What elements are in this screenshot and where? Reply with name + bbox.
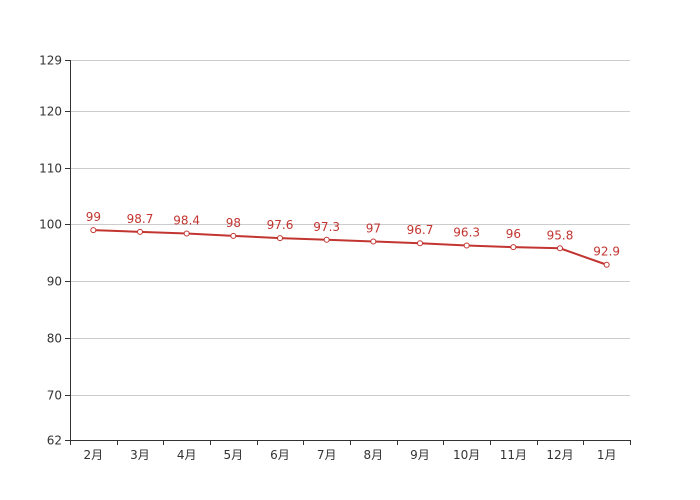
data-label: 95.8 [547, 228, 574, 242]
data-label: 97 [366, 221, 381, 235]
y-tick-label: 62 [47, 434, 62, 448]
data-point [370, 238, 377, 245]
y-tick-label: 129 [39, 54, 62, 68]
data-point [277, 235, 283, 242]
x-tick-label: 11月 [500, 448, 527, 462]
grid-lines [70, 60, 630, 396]
data-point [230, 232, 237, 239]
data-label: 96.7 [407, 223, 434, 237]
data-label: 92.9 [593, 245, 620, 259]
data-point [603, 261, 610, 268]
data-label: 97.6 [267, 218, 294, 232]
y-tick-label: 80 [47, 332, 62, 346]
data-point [323, 236, 330, 243]
x-tick-label: 1月 [597, 448, 617, 462]
x-tick-label: 12月 [546, 448, 573, 462]
x-tick-label: 5月 [224, 448, 244, 462]
data-point [557, 245, 563, 252]
data-label: 96 [506, 227, 521, 241]
x-tick-label: 10月 [453, 448, 480, 462]
y-axis-ticks: 62 70 80 90 100 110 120 129 [39, 54, 70, 448]
data-label: 98 [226, 216, 241, 230]
data-label: 97.3 [313, 220, 340, 234]
data-point [90, 227, 97, 234]
x-axis-ticks: 2月 3月 4月 5月 6月 7月 8月 9月 10月 11月 12月 1月 [70, 440, 631, 462]
y-tick-label: 90 [47, 275, 62, 289]
y-tick-label: 110 [39, 162, 62, 176]
x-tick-label: 3月 [130, 448, 150, 462]
data-label: 99 [86, 210, 101, 224]
data-label: 96.3 [453, 225, 480, 239]
data-point [510, 244, 517, 251]
x-tick-label: 4月 [177, 448, 197, 462]
y-tick-label: 120 [39, 105, 62, 119]
series-line [93, 229, 607, 266]
data-label: 98.4 [173, 214, 200, 228]
data-label: 98.7 [127, 212, 154, 226]
data-point [463, 242, 470, 249]
y-tick-label: 70 [47, 389, 62, 403]
x-tick-label: 2月 [84, 448, 104, 462]
x-tick-label: 8月 [364, 448, 384, 462]
y-tick-label: 100 [39, 218, 62, 232]
data-point [137, 228, 143, 235]
x-tick-label: 9月 [410, 448, 430, 462]
x-tick-label: 6月 [270, 448, 290, 462]
data-point [417, 240, 423, 247]
series [90, 227, 610, 268]
data-labels: 99 98.7 98.4 98 97.6 97.3 97 96.7 96.3 96 95.8 92.9 [86, 210, 620, 259]
data-point [183, 230, 190, 237]
axes [70, 60, 630, 441]
x-tick-label: 7月 [317, 448, 337, 462]
